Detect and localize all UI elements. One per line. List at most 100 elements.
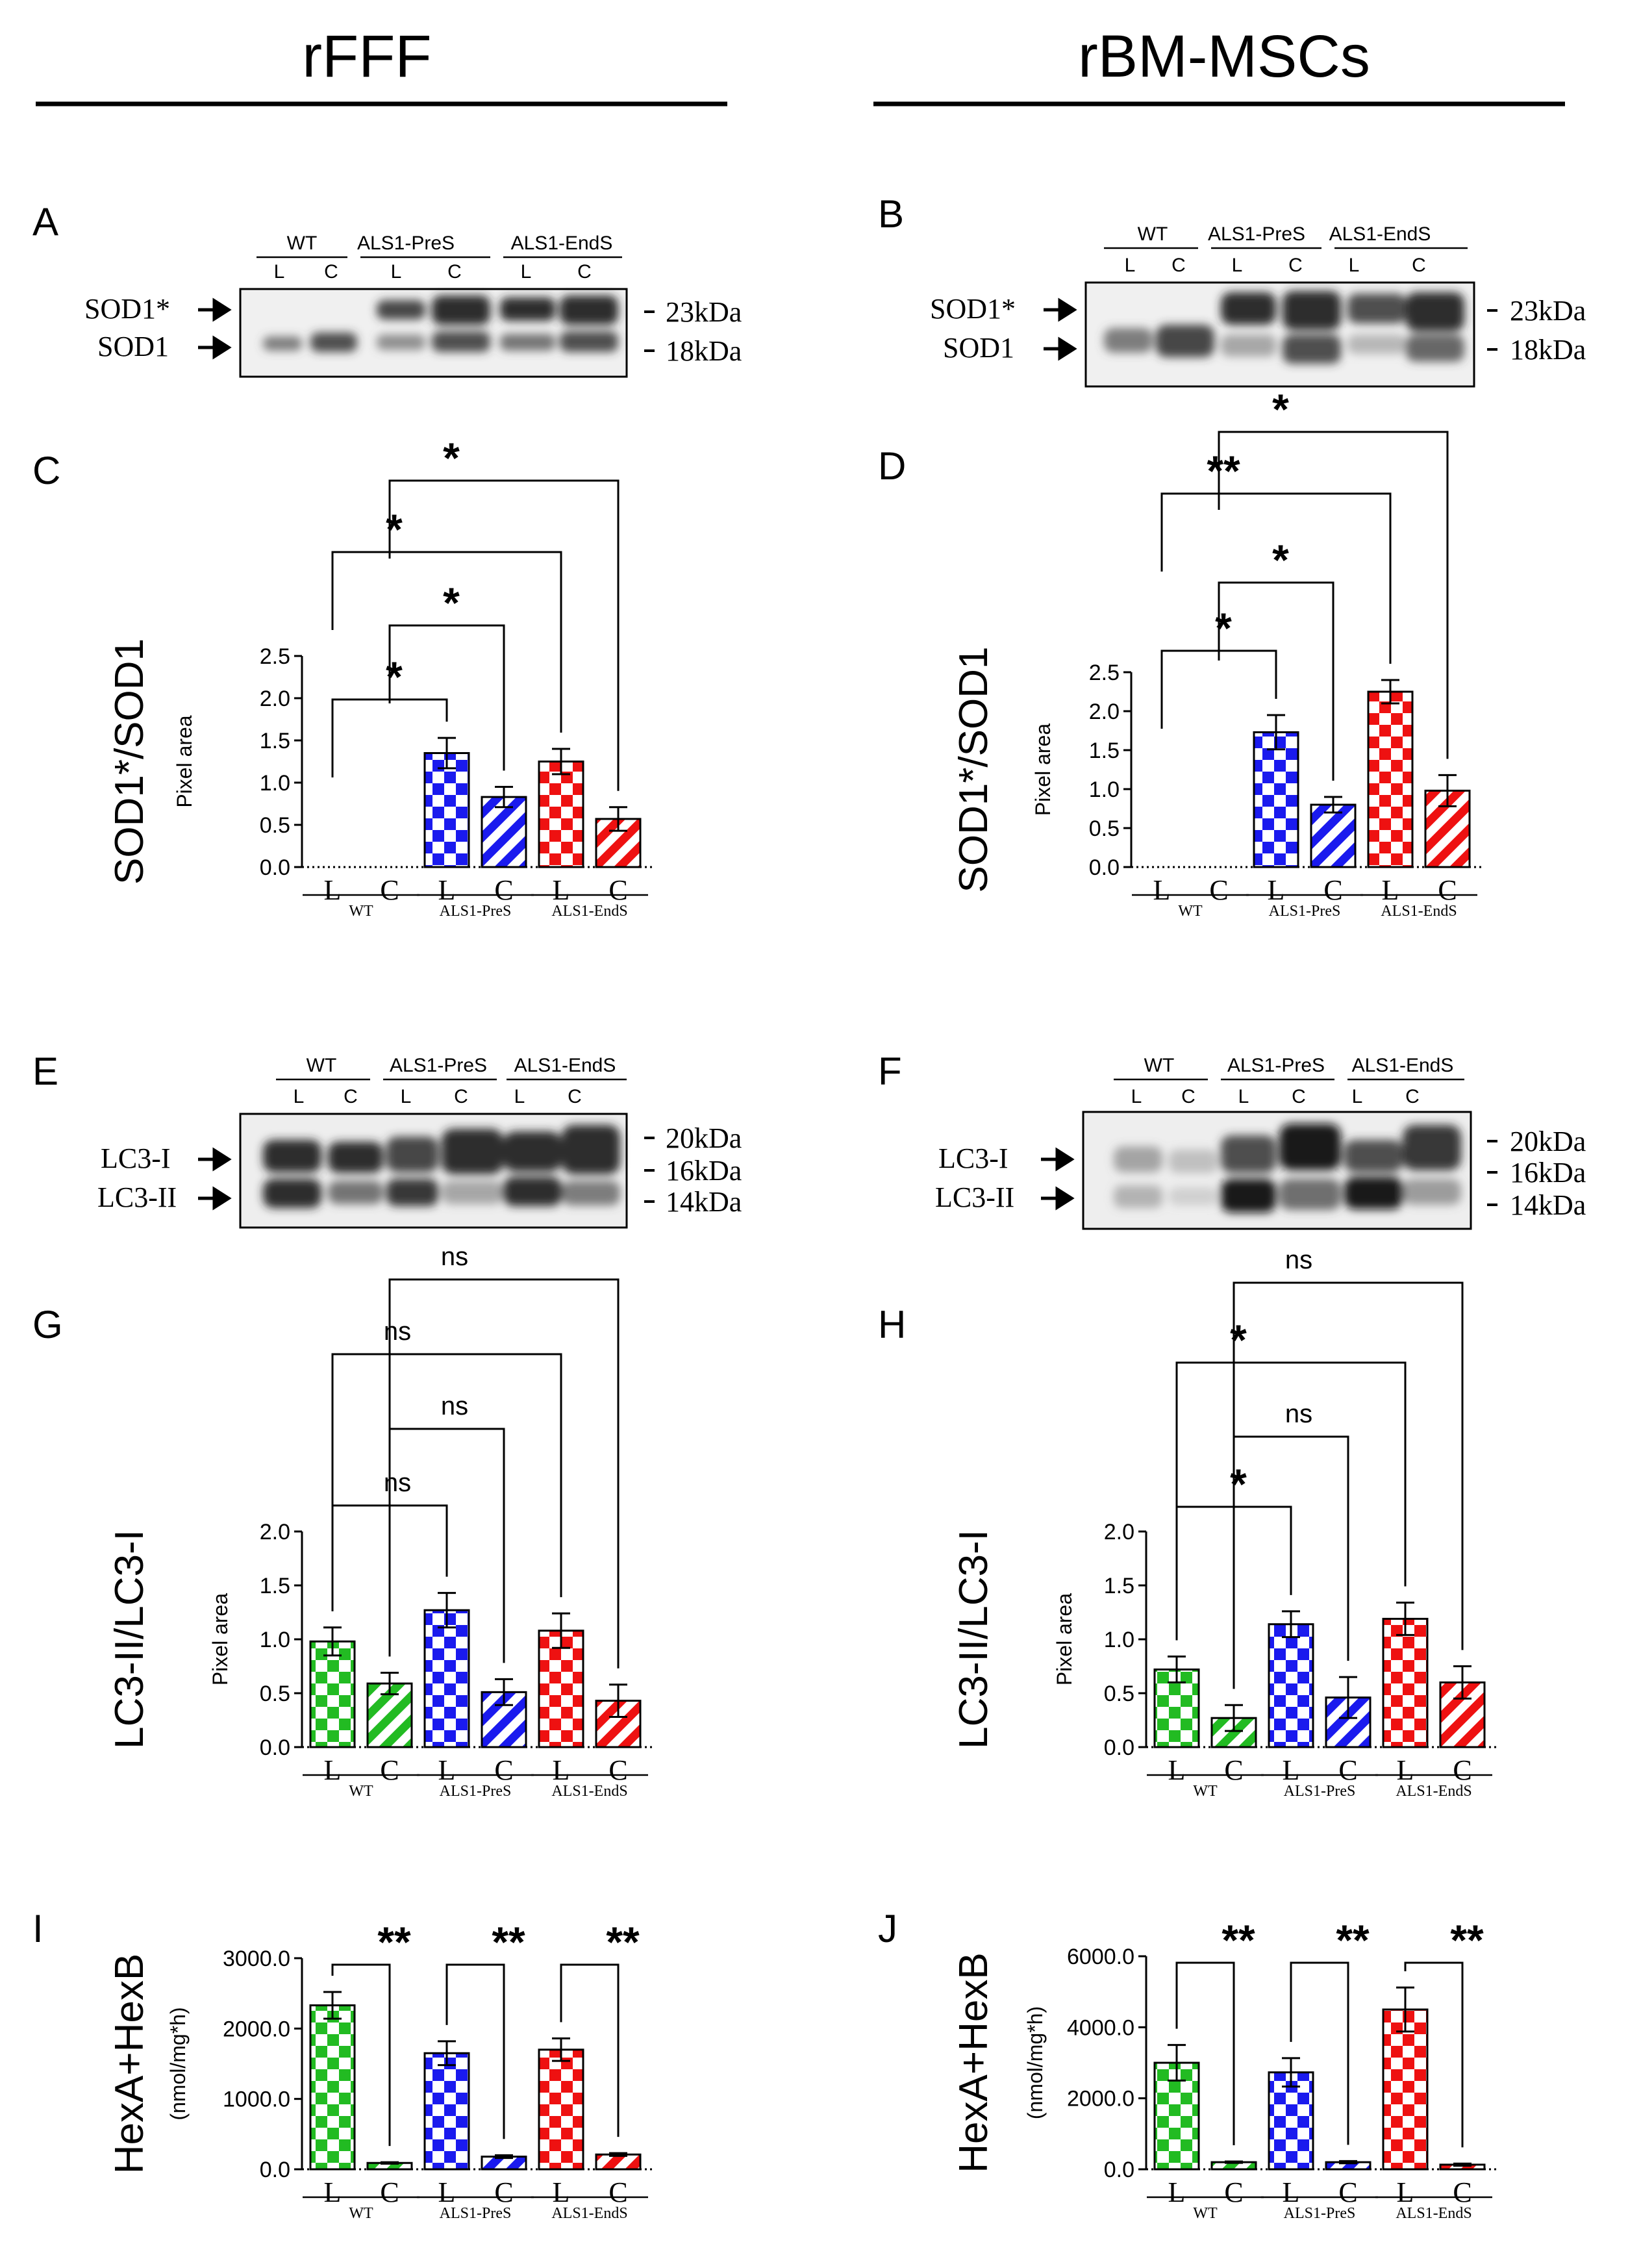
chart-J: HexA+HexB (nmol/mg*h) 0.0 2000.0 4000.0 6000.… <box>951 1916 1497 2222</box>
significance-label: ns <box>384 1468 411 1497</box>
bar <box>1367 690 1414 868</box>
y-axis-title: SOD1*/SOD1 <box>951 646 996 892</box>
blot-lane-label: L <box>1131 1086 1142 1107</box>
y-tick-label: 0.0 <box>1104 2158 1134 2182</box>
bar <box>481 796 527 868</box>
significance-label: ns <box>384 1317 411 1346</box>
significance-bracket <box>560 1963 620 2137</box>
y-axis-label: (nmol/mg*h) <box>1023 2006 1047 2119</box>
x-tick-label: L <box>1397 2176 1414 2208</box>
x-tick-label: L <box>1168 2176 1186 2208</box>
blot-lane-label: L <box>514 1086 525 1107</box>
y-axis-label: Pixel area <box>208 1593 232 1686</box>
x-tick-label: L <box>324 874 342 906</box>
significance-label: ns <box>441 1392 468 1420</box>
group-label: ALS1-PreS <box>1284 2205 1356 2222</box>
marker-label: 20kDa <box>666 1122 742 1154</box>
panel-letter-H: H <box>878 1303 906 1346</box>
arrow-icon <box>1044 336 1077 361</box>
bar <box>538 761 584 868</box>
blot-lane-label: C <box>1181 1086 1196 1107</box>
significance-label: ns <box>1285 1400 1312 1428</box>
x-tick-label: L <box>553 874 570 906</box>
significance-bracket <box>388 624 505 771</box>
column-title-left: rFFF <box>302 23 431 90</box>
panel-letter-C: C <box>32 449 60 492</box>
blot-group-label: WT <box>1138 223 1168 245</box>
significance-label: * <box>1230 1316 1247 1364</box>
x-tick-label: C <box>608 1754 627 1786</box>
bar <box>423 2052 470 2171</box>
y-axis-title: HexA+HexB <box>107 1954 152 2174</box>
arrow-icon <box>1044 297 1077 322</box>
group-label: ALS1-EndS <box>1396 2205 1471 2222</box>
blot-lane-label: C <box>447 261 462 283</box>
blot-A: WT ALS1-PreS ALS1-EndS L C L C L C SOD1*… <box>84 233 742 378</box>
y-tick-label: 0.5 <box>260 1682 290 1706</box>
bar <box>1310 803 1357 868</box>
x-tick-label: L <box>1382 874 1399 906</box>
significance-label: ** <box>606 1918 640 1966</box>
x-tick-label: C <box>380 1754 399 1786</box>
band-label: SOD1 <box>943 332 1014 364</box>
x-tick-label: L <box>1283 1754 1300 1786</box>
y-tick-label: 2.0 <box>1104 1520 1134 1544</box>
y-tick-label: 1.5 <box>1104 1574 1134 1598</box>
blot-group-label: ALS1-EndS <box>1329 223 1431 245</box>
bar <box>423 1609 470 1748</box>
group-label: ALS1-EndS <box>1381 903 1457 920</box>
y-tick-label: 1.0 <box>1104 1628 1134 1652</box>
blot-lane-label: C <box>1288 255 1303 276</box>
group-label: WT <box>349 903 373 920</box>
y-axis-title: LC3-II/LC3-I <box>951 1530 996 1749</box>
y-tick-label: 1.5 <box>1089 738 1120 763</box>
x-tick-label: C <box>380 874 399 906</box>
blot-B: WT ALS1-PreS ALS1-EndS L C L C L C SOD1*… <box>930 223 1586 388</box>
blot-lane-label: L <box>1238 1086 1249 1107</box>
x-tick-label: L <box>438 874 456 906</box>
marker-label: 18kDa <box>666 335 742 367</box>
significance-bracket <box>1404 1961 1464 2148</box>
marker-label: 18kDa <box>1510 334 1586 366</box>
y-tick-label: 1.5 <box>260 729 290 753</box>
significance-bracket <box>1175 1961 1235 2145</box>
y-axis-title: LC3-II/LC3-I <box>107 1530 152 1749</box>
significance-label: * <box>386 653 403 701</box>
significance-label: * <box>1215 604 1232 652</box>
blot-lane-label: C <box>577 261 592 283</box>
y-tick-label: 1000.0 <box>223 2087 290 2112</box>
blot-group-label: ALS1-PreS <box>1208 223 1305 245</box>
group-label: WT <box>349 1783 373 1800</box>
significance-label: ** <box>1336 1916 1370 1964</box>
arrow-icon <box>1041 1186 1075 1211</box>
chart-D: SOD1*/SOD1 Pixel area 0.0 0.5 1.0 1.5 2.0 2.5 L C… <box>951 385 1483 920</box>
y-tick-label: 2.0 <box>260 1520 290 1544</box>
group-label: ALS1-EndS <box>551 1783 627 1800</box>
blot-lane-label: L <box>1352 1086 1363 1107</box>
x-tick-label: L <box>553 2176 570 2208</box>
y-axis-label: (nmol/mg*h) <box>166 2007 190 2120</box>
significance-bracket <box>1175 1361 1407 1641</box>
panel-letter-E: E <box>32 1050 58 1093</box>
band-label: SOD1 <box>97 331 169 362</box>
y-tick-label: 1.5 <box>260 1574 290 1598</box>
significance-label: * <box>1272 536 1289 584</box>
x-tick-label: L <box>438 1754 456 1786</box>
y-tick-label: 4000.0 <box>1067 2015 1134 2040</box>
significance-label: * <box>443 579 460 627</box>
band-label: SOD1* <box>84 293 170 325</box>
significance-bracket <box>331 551 562 733</box>
significance-label: ns <box>441 1242 468 1271</box>
blot-lane-label: C <box>568 1086 582 1107</box>
blot-group-label: ALS1-EndS <box>511 233 613 254</box>
x-tick-label: L <box>1397 1754 1414 1786</box>
blot-group-label: ALS1-PreS <box>1227 1055 1325 1076</box>
significance-label: * <box>1230 1460 1247 1508</box>
x-tick-label: L <box>438 2176 456 2208</box>
panel-letter-J: J <box>878 1907 897 1950</box>
marker-label: 23kDa <box>1510 295 1586 327</box>
bar <box>1153 1668 1200 1748</box>
panel-letter-G: G <box>32 1303 63 1346</box>
blot-group-label: ALS1-PreS <box>390 1055 487 1076</box>
